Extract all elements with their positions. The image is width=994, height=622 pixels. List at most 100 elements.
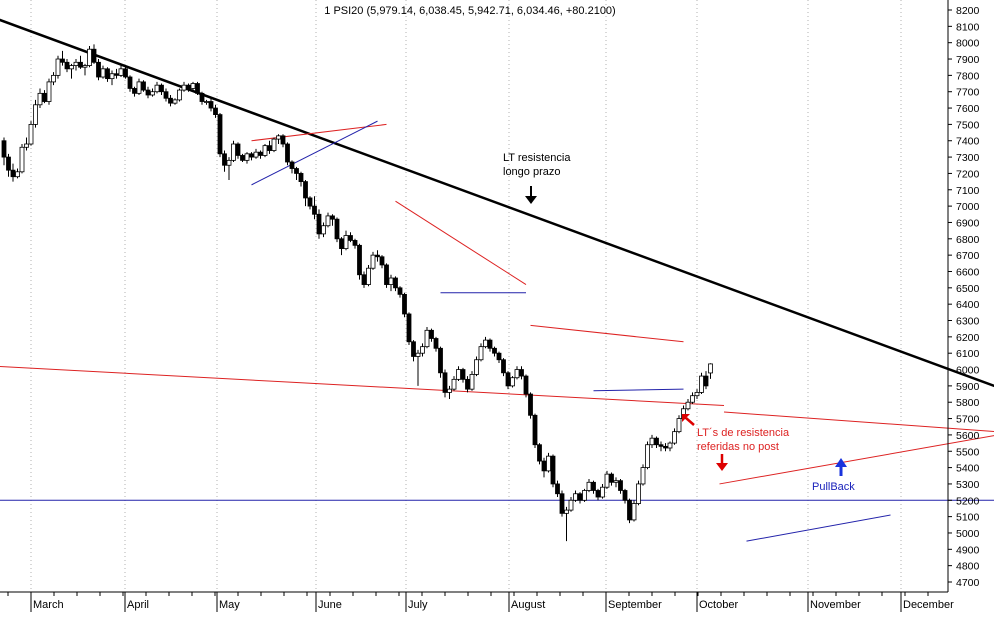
candle: [159, 83, 164, 95]
candle-body-down: [442, 372, 448, 393]
candle: [285, 142, 290, 166]
trendline-blue-august-support: [593, 388, 684, 392]
chart-title: 1 PSI20 (5,979.14, 6,038.45, 5,942.71, 6…: [324, 5, 615, 17]
candles: [1, 44, 713, 542]
candle-body-down: [352, 240, 358, 246]
candle: [303, 179, 308, 207]
candle: [577, 492, 583, 504]
candle: [312, 196, 317, 220]
candle-body-down: [618, 480, 623, 491]
candle-body-up: [325, 215, 331, 227]
candle: [118, 65, 124, 78]
candle: [541, 457, 547, 478]
candle: [564, 506, 569, 542]
candle: [96, 59, 101, 81]
candle: [676, 415, 682, 434]
candle: [627, 498, 632, 524]
candle-body-down: [334, 218, 340, 240]
candle-body-down: [289, 161, 295, 169]
candle-body-down: [397, 287, 403, 295]
candle-body-down: [609, 473, 614, 483]
candle-body-up: [685, 401, 691, 410]
candle: [618, 479, 623, 494]
candle-body-down: [703, 375, 709, 387]
candle: [505, 371, 511, 390]
candle: [609, 472, 614, 486]
candle: [379, 255, 385, 269]
candle: [537, 443, 542, 465]
candle: [460, 367, 466, 383]
candle: [19, 144, 25, 174]
y-tick-label: 5900: [956, 381, 980, 393]
candle-body-down: [64, 61, 70, 70]
candle-body-up: [645, 444, 650, 469]
candle-body-down: [285, 143, 290, 163]
trendline-blue-october-support: [746, 514, 891, 542]
candle-body-down: [307, 197, 313, 207]
candle-body-down: [658, 444, 664, 447]
candle: [123, 67, 128, 79]
candle: [253, 148, 259, 159]
candle-body-up: [37, 92, 43, 106]
candle: [573, 490, 578, 502]
candle: [109, 70, 115, 86]
candle: [595, 488, 601, 501]
candle: [699, 372, 704, 395]
candle-body-up: [100, 68, 106, 78]
candle-body-down: [541, 460, 547, 472]
y-tick-label: 5200: [956, 495, 980, 507]
candle-body-down: [379, 256, 385, 266]
candle-body-up: [510, 377, 515, 387]
candle: [172, 98, 178, 105]
candle-body-up: [55, 58, 61, 76]
candle: [208, 98, 214, 112]
candle-body-up: [118, 68, 124, 76]
candle-body-down: [622, 490, 628, 501]
candle: [393, 276, 398, 292]
x-tick-label: March: [33, 599, 64, 611]
candle-body-down: [465, 378, 470, 390]
candle: [528, 392, 533, 419]
y-tick-label: 6100: [956, 348, 980, 360]
candle: [546, 452, 551, 473]
y-tick-label: 6500: [956, 283, 980, 295]
candle-body-up: [388, 277, 394, 285]
candle-body-up: [154, 84, 160, 93]
candle-body-down: [195, 83, 200, 94]
candle-body-down: [537, 444, 542, 462]
candle-body-up: [474, 359, 479, 375]
y-tick-label: 7400: [956, 136, 980, 148]
candle: [532, 413, 538, 448]
candle-body-up: [73, 61, 79, 66]
candle: [649, 434, 655, 448]
candle-body-up: [447, 388, 452, 393]
candle: [375, 250, 380, 262]
candle-body-up: [546, 455, 551, 472]
candle: [240, 153, 245, 162]
candle-body-down: [316, 213, 322, 235]
candle: [631, 500, 637, 522]
candle: [6, 153, 11, 177]
candle: [654, 436, 659, 448]
y-tick-label: 5500: [956, 446, 980, 458]
trendline-red-long-support: [0, 366, 725, 406]
y-tick-label: 7800: [956, 70, 980, 82]
candle-body-down: [339, 238, 344, 250]
x-tick-label: November: [810, 599, 861, 611]
candle-body-down: [429, 329, 434, 339]
candle-body-up: [231, 143, 236, 161]
candle: [339, 237, 344, 256]
annotation-pullback: PullBack: [812, 481, 855, 493]
candle-body-down: [235, 143, 241, 156]
candle: [456, 366, 461, 381]
y-tick-label: 4700: [956, 577, 980, 589]
candle: [181, 81, 187, 92]
candle: [559, 490, 565, 517]
candle-body-down: [627, 499, 632, 521]
candle: [438, 346, 443, 378]
candle-body-up: [573, 493, 578, 501]
candle: [523, 374, 529, 398]
candle-body-up: [451, 378, 457, 390]
candle: [100, 65, 106, 79]
candle: [186, 83, 191, 92]
